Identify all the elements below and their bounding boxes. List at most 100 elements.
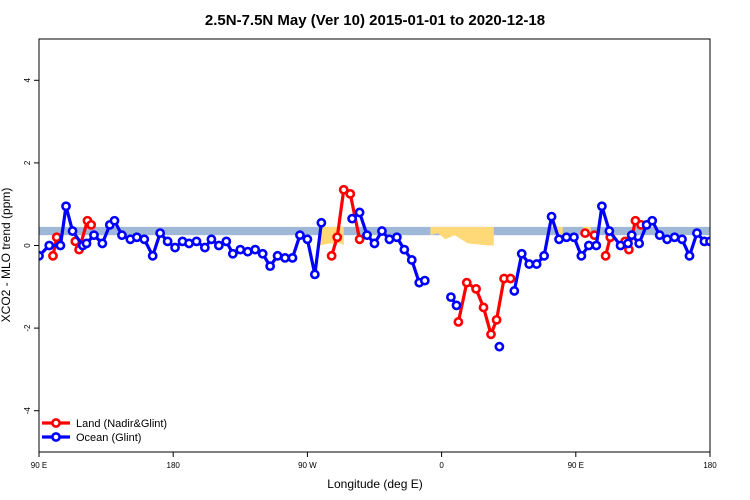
ocean-series-line	[512, 204, 710, 292]
ocean-legend-label: Ocean (Glint)	[76, 432, 141, 444]
ocean-data-point	[81, 238, 92, 249]
ocean-data-point	[354, 207, 365, 218]
land-series-line	[330, 188, 362, 257]
y-tick-label: 0	[23, 243, 32, 248]
ocean-data-point	[369, 238, 380, 249]
ocean-data-point	[191, 236, 202, 247]
land-data-point	[453, 317, 464, 327]
ocean-data-point	[109, 215, 120, 226]
ocean-data-point	[399, 244, 410, 255]
ocean-data-point	[257, 248, 268, 259]
ocean-data-point	[384, 234, 395, 245]
ocean-data-point	[221, 236, 232, 247]
ocean-data-point	[596, 201, 607, 212]
land-fill-region-2	[430, 226, 494, 246]
land-data-point	[505, 273, 516, 284]
land-data-point	[332, 232, 343, 243]
ocean-data-point	[647, 215, 658, 226]
y-axis: -4 -2 0 2 4	[23, 78, 39, 415]
land-data-point	[471, 283, 481, 294]
ocean-data-point	[583, 240, 594, 251]
land-data-point	[491, 314, 502, 325]
land-data-point	[326, 250, 337, 261]
ocean-data-point	[692, 228, 702, 239]
ocean-data-point	[67, 226, 78, 236]
ocean-data-point	[494, 341, 505, 352]
ocean-data-point	[162, 236, 173, 247]
ocean-data-point	[213, 240, 224, 251]
ocean-data-point	[419, 275, 430, 286]
land-data-point	[338, 184, 349, 195]
land-data-point	[478, 302, 489, 313]
ocean-data-point	[309, 269, 320, 280]
reference-band-layer	[39, 226, 710, 236]
land-legend-label: Land (Nadir&Glint)	[76, 418, 167, 430]
ocean-data-point	[280, 252, 290, 263]
x-tick-label: 90 W	[298, 461, 317, 470]
x-tick-label: 0	[439, 461, 444, 470]
land-data-point	[345, 188, 356, 199]
ocean-data-point	[139, 234, 150, 245]
ocean-data-point	[170, 242, 180, 253]
ocean-data-point	[569, 232, 579, 243]
ocean-data-point	[576, 250, 587, 261]
ocean-data-point	[705, 236, 710, 247]
ocean-data-point	[669, 232, 680, 243]
ocean-data-point	[524, 259, 535, 269]
legend: Land (Nadir&Glint) Ocean (Glint)	[42, 418, 167, 444]
ocean-data-point	[531, 259, 542, 269]
series-layer	[39, 184, 710, 352]
y-tick-label: 2	[23, 160, 32, 165]
x-axis-label: Longitude (deg E)	[327, 477, 422, 491]
ocean-data-point	[44, 240, 55, 251]
ocean-series-line	[351, 210, 426, 285]
land-data-point	[86, 219, 97, 230]
land-data-point	[48, 250, 58, 261]
ocean-data-point	[516, 248, 527, 259]
y-tick-label: -2	[23, 324, 32, 332]
ocean-legend-marker	[51, 432, 61, 442]
ocean-data-point	[235, 244, 246, 255]
ocean-data-point	[377, 226, 387, 236]
ocean-data-point	[316, 217, 327, 228]
ocean-data-point	[89, 230, 99, 241]
ocean-data-point	[623, 238, 633, 249]
ocean-data-point	[539, 250, 550, 261]
ocean-data-point	[677, 234, 687, 245]
ocean-data-point	[451, 300, 462, 311]
ocean-data-point	[546, 211, 557, 222]
land-data-point	[580, 228, 591, 239]
y-tick-label: 4	[23, 78, 32, 83]
ocean-data-point	[654, 230, 665, 241]
ocean-data-point	[131, 232, 142, 243]
ocean-data-point	[591, 240, 602, 251]
ocean-data-point	[287, 252, 298, 263]
ocean-data-point	[302, 234, 313, 245]
ocean-data-point	[626, 230, 637, 241]
land-data-point	[486, 329, 496, 340]
ocean-data-point	[662, 234, 673, 245]
ocean-data-point	[347, 213, 358, 224]
x-tick-label: 180	[167, 461, 181, 470]
ocean-data-point	[615, 240, 626, 251]
y-tick-label: -4	[23, 407, 32, 415]
chart-title: 2.5N-7.5N May (Ver 10) 2015-01-01 to 202…	[205, 12, 545, 29]
ocean-data-point	[61, 201, 71, 212]
x-axis: 90 E 180 90 W 0 90 E 180	[31, 452, 717, 470]
ocean-data-point	[406, 255, 417, 265]
ocean-data-point	[250, 244, 261, 255]
ocean-data-point	[184, 238, 194, 249]
land-data-point	[600, 250, 611, 261]
ocean-data-point	[295, 230, 305, 241]
land-data-point	[354, 234, 365, 245]
ocean-data-point	[117, 230, 127, 241]
ocean-data-point	[684, 250, 695, 261]
ocean-data-point	[561, 232, 572, 243]
ocean-data-point	[206, 234, 217, 245]
land-legend-marker	[51, 418, 61, 428]
ocean-data-point	[55, 240, 66, 251]
ocean-data-point	[227, 248, 238, 259]
ocean-data-point	[272, 250, 283, 261]
ocean-data-point	[391, 232, 402, 243]
